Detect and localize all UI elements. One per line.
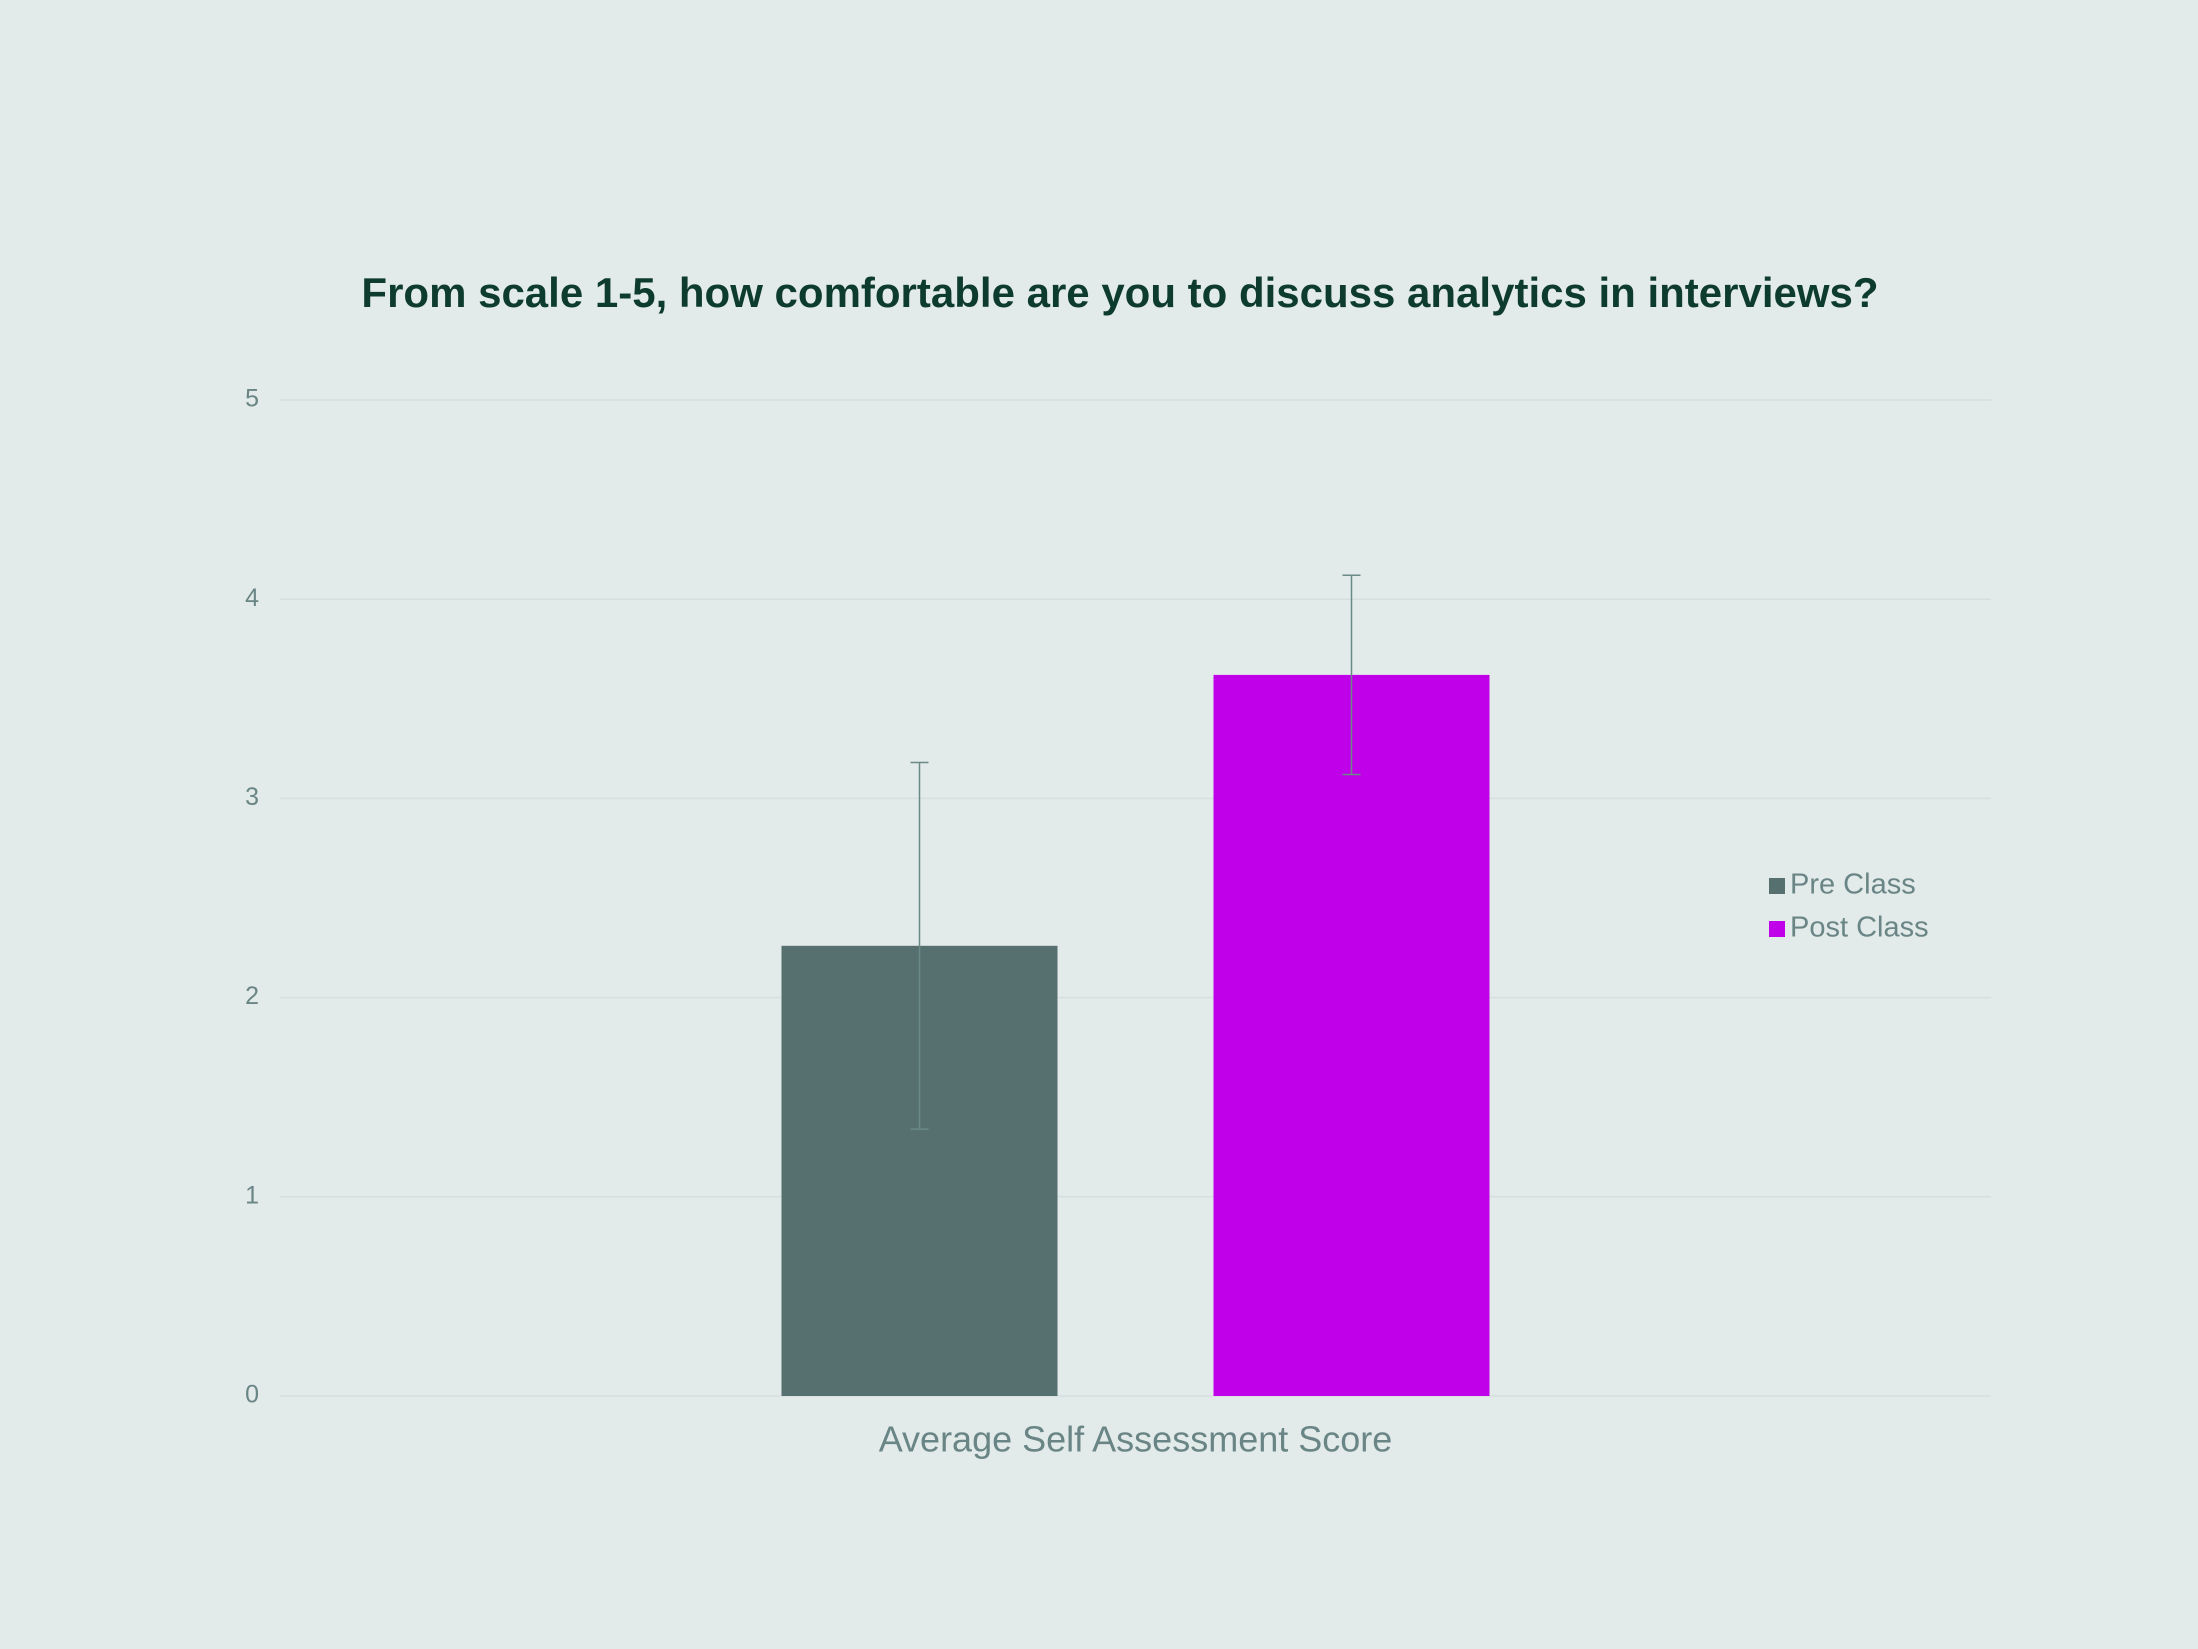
y-tick-label: 3 xyxy=(245,783,259,811)
y-tick-label: 1 xyxy=(245,1181,259,1209)
legend-swatch xyxy=(1769,921,1785,937)
bar xyxy=(1213,674,1490,1396)
legend-swatch xyxy=(1769,878,1785,894)
y-tick-label: 4 xyxy=(245,584,259,612)
y-tick-label: 0 xyxy=(245,1381,259,1409)
legend-label: Pre Class xyxy=(1790,869,1916,901)
y-tick-label: 2 xyxy=(245,982,259,1010)
error-bar xyxy=(910,761,929,1130)
y-tick-label: 5 xyxy=(245,385,259,413)
error-bar xyxy=(1342,574,1361,776)
chart-title: From scale 1-5, how comfortable are you … xyxy=(361,269,1878,316)
legend-label: Post Class xyxy=(1790,912,1929,944)
x-tick-label: Average Self Assessment Score xyxy=(879,1419,1393,1460)
